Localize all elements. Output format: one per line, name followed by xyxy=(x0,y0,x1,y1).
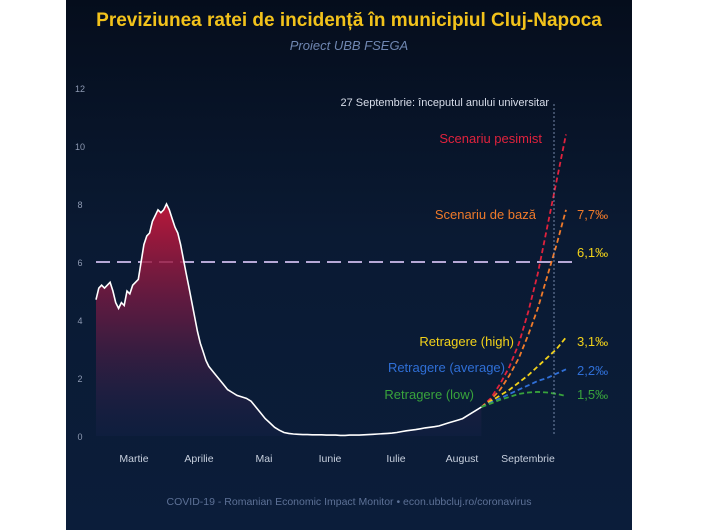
y-tick-label: 10 xyxy=(75,142,85,152)
chart-title: Previziunea ratei de incidență în munici… xyxy=(96,10,602,31)
x-tick-label: Martie xyxy=(119,453,148,465)
x-tick-label: Septembrie xyxy=(501,453,555,465)
chart-subtitle: Proiect UBB FSEGA xyxy=(289,38,409,53)
y-tick-label: 8 xyxy=(77,200,82,210)
scenario-name: Retragere (average) xyxy=(388,360,505,375)
scenario-value-label: 7,7‰ xyxy=(577,207,608,222)
scenario-name: Scenariu de bază xyxy=(435,207,537,222)
x-tick-label: Iunie xyxy=(319,453,342,465)
y-tick-label: 4 xyxy=(77,316,82,326)
y-tick-label: 2 xyxy=(77,374,82,384)
scenario-line xyxy=(480,209,567,408)
chart-svg: 0 2 4 6 8 10 12 Martie Aprilie Mai Iunie Iulie Augus… xyxy=(75,84,608,465)
threshold-value-label: 6,1‰ xyxy=(577,245,608,260)
y-tick-label: 12 xyxy=(75,84,85,94)
scenario-value-label: 3,1‰ xyxy=(577,334,608,349)
scenario-value-label: 1,5‰ xyxy=(577,387,608,402)
scenario-line xyxy=(481,390,567,408)
observed-line xyxy=(95,202,482,437)
scenario-line xyxy=(480,134,567,408)
scenario-line xyxy=(480,336,567,408)
x-tick-label: Mai xyxy=(256,453,273,465)
annotation-text: 27 Septembrie: începutul anului universi… xyxy=(340,97,549,109)
chart-panel: Previziunea ratei de incidență în munici… xyxy=(66,0,632,530)
observed-area xyxy=(96,204,482,436)
y-tick-label: 0 xyxy=(77,432,82,442)
x-tick-label: Iulie xyxy=(386,453,405,465)
y-tick-label: 6 xyxy=(77,258,82,268)
x-tick-label: August xyxy=(446,453,479,465)
scenario-value-label: 2,2‰ xyxy=(577,363,608,378)
scenario-name: Retragere (high) xyxy=(419,334,514,349)
scenario-name: Retragere (low) xyxy=(384,387,474,402)
x-tick-label: Aprilie xyxy=(184,453,213,465)
scenario-name: Scenariu pesimist xyxy=(439,131,542,146)
footer-credit: COVID-19 - Romanian Economic Impact Moni… xyxy=(166,496,532,508)
